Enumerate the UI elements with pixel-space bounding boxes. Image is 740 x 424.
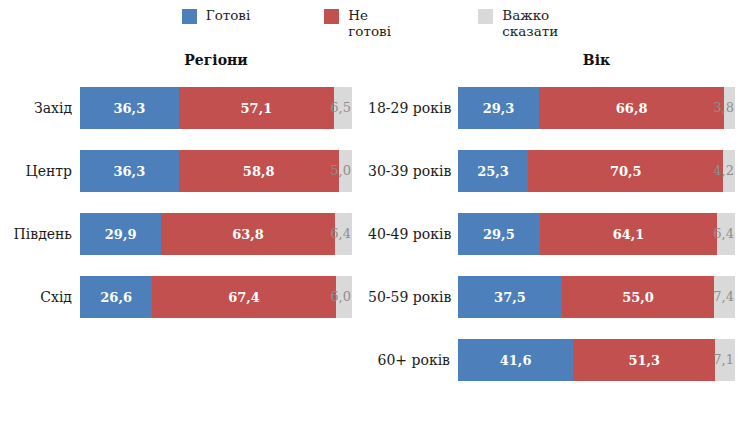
bar-row: 30-39 років25,370,54,2 [368,150,735,192]
not-ready-swatch-icon [324,9,339,24]
hard-to-say-value-label: 6,5 [330,87,351,129]
segment-not-ready: 51,3 [573,339,715,381]
category-label: 40-49 років [368,226,458,242]
hard-to-say-value-label: 6,4 [713,213,734,255]
category-label: 60+ років [368,352,458,368]
segment-not-ready: 67,4 [152,276,335,318]
segment-ready: 41,6 [458,339,573,381]
bar-row: Центр36,358,85,0 [8,150,352,192]
stacked-bar: 37,555,07,4 [458,276,735,318]
category-label: 18-29 років [368,100,458,116]
legend-item: Готові [182,7,251,24]
segment-not-ready: 55,0 [562,276,714,318]
category-label: 50-59 років [368,289,458,305]
hard-to-say-value-label: 4,2 [713,150,734,192]
hard-to-say-value-label: 6,0 [330,276,351,318]
hard-to-say-value-label: 7,4 [713,276,734,318]
regions-bar-rows: Захід36,357,16,5Центр36,358,85,0Південь2… [8,87,352,318]
segment-not-ready: 57,1 [179,87,334,129]
segment-ready: 29,3 [458,87,539,129]
segment-ready: 29,9 [80,213,161,255]
segment-ready: 25,3 [458,150,528,192]
chart-canvas: Готові Не готові Важко сказати Регіони Зах… [0,0,740,424]
stacked-bar: 36,358,85,0 [80,150,352,192]
stacked-bar: 29,963,86,4 [80,213,352,255]
category-label: Центр [8,163,80,179]
segment-ready: 37,5 [458,276,562,318]
hard-to-say-value-label: 6,4 [330,213,351,255]
segment-ready: 26,6 [80,276,152,318]
category-label: 30-39 років [368,163,458,179]
segment-ready: 36,3 [80,87,179,129]
stacked-bar: 41,651,37,1 [458,339,735,381]
category-label: Південь [8,226,80,242]
segment-not-ready: 58,8 [179,150,339,192]
bar-row: 60+ років41,651,37,1 [368,339,735,381]
panel-title-age: Вік [368,50,735,70]
bar-row: 18-29 років29,366,83,8 [368,87,735,129]
bar-row: 40-49 років29,564,16,4 [368,213,735,255]
segment-not-ready: 70,5 [528,150,723,192]
stacked-bar: 29,564,16,4 [458,213,735,255]
hard-to-say-value-label: 3,8 [713,87,734,129]
legend-item: Важко сказати [478,7,558,39]
category-label: Схід [8,289,80,305]
panel-title-regions: Регіони [8,50,352,70]
segment-ready: 29,5 [458,213,540,255]
chart-legend: Готові Не готові Важко сказати [0,7,740,39]
stacked-bar: 29,366,83,8 [458,87,735,129]
panel-age: Вік 18-29 років29,366,83,8 30-39 років25,… [368,50,735,402]
segment-ready: 36,3 [80,150,179,192]
legend-label: Готові [206,7,251,23]
stacked-bar: 25,370,54,2 [458,150,735,192]
hard-to-say-value-label: 5,0 [330,150,351,192]
bar-row: Південь29,963,86,4 [8,213,352,255]
legend-label: Не готові [348,7,404,39]
segment-not-ready: 63,8 [161,213,335,255]
legend-label: Важко сказати [502,7,558,39]
bar-row: Схід26,667,46,0 [8,276,352,318]
panel-regions: Регіони Захід36,357,16,5Центр36,358,85,0… [8,50,352,339]
hard-to-say-value-label: 7,1 [713,339,734,381]
ready-swatch-icon [182,9,197,24]
age-bar-rows: 18-29 років29,366,83,8 30-39 років25,370,… [368,87,735,381]
bar-row: 50-59 років37,555,07,4 [368,276,735,318]
stacked-bar: 26,667,46,0 [80,276,352,318]
segment-not-ready: 66,8 [539,87,724,129]
category-label: Захід [8,100,80,116]
legend-item: Не готові [324,7,404,39]
stacked-bar: 36,357,16,5 [80,87,352,129]
segment-not-ready: 64,1 [540,213,718,255]
bar-row: Захід36,357,16,5 [8,87,352,129]
hard-to-say-swatch-icon [478,9,493,24]
